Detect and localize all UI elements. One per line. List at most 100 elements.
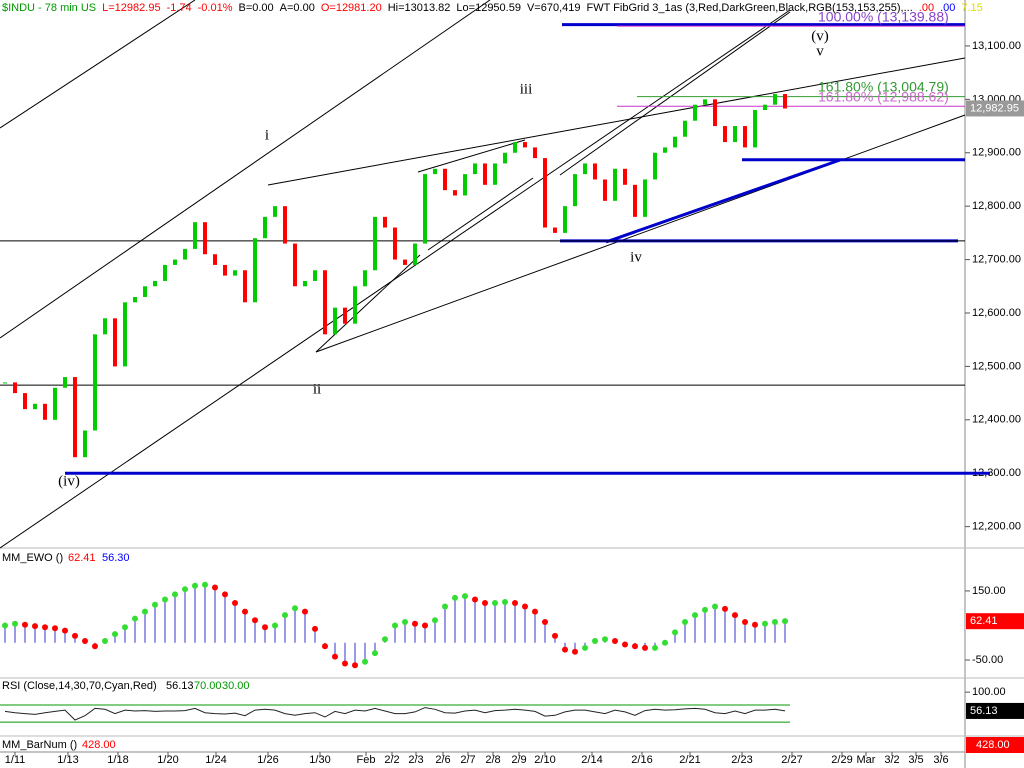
- candle: [483, 163, 487, 185]
- x-tick-label: 2/21: [679, 754, 700, 766]
- ewo-dot: [212, 584, 218, 591]
- fib-label: 161.80% (13,004.79): [818, 79, 949, 95]
- trendline: [605, 158, 841, 244]
- candle: [153, 280, 157, 287]
- candle: [293, 243, 297, 287]
- candle: [643, 179, 647, 217]
- ewo-dot: [712, 603, 718, 610]
- ewo-dot: [602, 636, 608, 643]
- candle: [373, 216, 377, 271]
- ewo-dot: [592, 638, 598, 645]
- ewo-dot: [542, 619, 548, 626]
- candle: [383, 216, 387, 228]
- candle: [263, 216, 267, 239]
- last-value-box: [966, 702, 1024, 719]
- trendline: [315, 254, 421, 353]
- ewo-dot: [332, 653, 338, 660]
- header-item: Hi=13013.82: [388, 2, 451, 14]
- ewo-dot: [422, 622, 428, 629]
- ewo-dot: [562, 646, 568, 653]
- ewo-dot: [482, 600, 488, 607]
- trendline: [559, 11, 791, 176]
- candle: [363, 270, 367, 287]
- ewo-dot: [2, 622, 8, 629]
- ewo-dot: [182, 586, 188, 593]
- wave-label: ii: [313, 381, 321, 397]
- header-item: .00: [919, 2, 934, 14]
- trendline: [417, 139, 526, 173]
- ewo-dot: [322, 643, 328, 650]
- ewo-dot: [502, 598, 508, 605]
- ewo-dot: [752, 621, 758, 628]
- x-tick-label: 3/5: [908, 754, 923, 766]
- ewo-dot: [442, 603, 448, 610]
- candle: [203, 222, 207, 255]
- ewo-dot: [362, 658, 368, 665]
- rsi-line: [4, 707, 786, 721]
- trendline: [0, 0, 491, 339]
- ewo-dot: [452, 594, 458, 601]
- candle: [213, 254, 217, 265]
- last-value-label: 56.13: [970, 705, 998, 717]
- ewo-dot: [522, 603, 528, 610]
- x-tick-label: 2/23: [731, 754, 752, 766]
- fib-label: 161.80% (12,988.62): [818, 89, 949, 105]
- x-tick-label: 2/27: [781, 754, 802, 766]
- wave-label: (v): [811, 28, 829, 44]
- candle: [493, 163, 497, 185]
- ewo-dot: [672, 629, 678, 636]
- x-tick-label: 2/10: [534, 754, 555, 766]
- ewo-dot: [102, 638, 108, 645]
- candle: [583, 163, 587, 175]
- ewo-dot: [262, 624, 268, 631]
- ewo-dot: [222, 591, 228, 598]
- ewo-dot: [272, 622, 278, 629]
- candle: [33, 403, 37, 410]
- header-item: -1.74: [167, 2, 192, 14]
- candle: [323, 270, 327, 335]
- x-tick-label: 3/2: [884, 754, 899, 766]
- ewo-dot: [172, 591, 178, 598]
- candle: [113, 318, 117, 367]
- ewo-dot: [252, 617, 258, 624]
- y-tick-label: 12,700.00: [972, 253, 1021, 265]
- candle: [573, 174, 577, 207]
- ewo-dot: [22, 621, 28, 628]
- ewo-dot: [492, 600, 498, 607]
- header-item: -0.01%: [198, 2, 233, 14]
- x-tick-label: Feb: [357, 754, 376, 766]
- ewo-dot: [682, 619, 688, 626]
- y-tick-label: 12,200.00: [972, 521, 1021, 533]
- wave-label: i: [265, 127, 269, 143]
- wave-label: (iv): [58, 473, 80, 489]
- ewo-dot: [312, 625, 318, 632]
- candle: [423, 174, 427, 244]
- x-tick-label: 2/9: [511, 754, 526, 766]
- candle: [93, 334, 97, 431]
- ewo-dot: [372, 650, 378, 657]
- y-tick-label: 12,400.00: [972, 414, 1021, 426]
- last-value-label: 12,982.95: [970, 102, 1019, 114]
- candle: [83, 430, 87, 458]
- x-tick-label: 1/26: [257, 754, 278, 766]
- y-tick-label: -50.00: [972, 654, 1003, 666]
- candle: [713, 99, 717, 127]
- legend-value: 62.41: [68, 552, 96, 564]
- candle: [663, 147, 667, 153]
- ewo-dot: [702, 606, 708, 613]
- trendline: [315, 114, 966, 353]
- ewo-dot: [142, 608, 148, 615]
- candle: [723, 126, 727, 143]
- ewo-dot: [652, 644, 658, 651]
- y-tick-label: 100.00: [972, 686, 1006, 698]
- candle: [753, 110, 757, 148]
- candle: [513, 142, 517, 153]
- ewo-dot: [732, 612, 738, 619]
- header-item: O=12981.20: [321, 2, 382, 14]
- header-item: FWT FibGrid 3_1as (3,Red,DarkGreen,Black…: [587, 2, 913, 14]
- candle: [593, 163, 597, 180]
- ewo-dot: [202, 581, 208, 588]
- candle: [53, 387, 57, 420]
- x-tick-label: 1/30: [309, 754, 330, 766]
